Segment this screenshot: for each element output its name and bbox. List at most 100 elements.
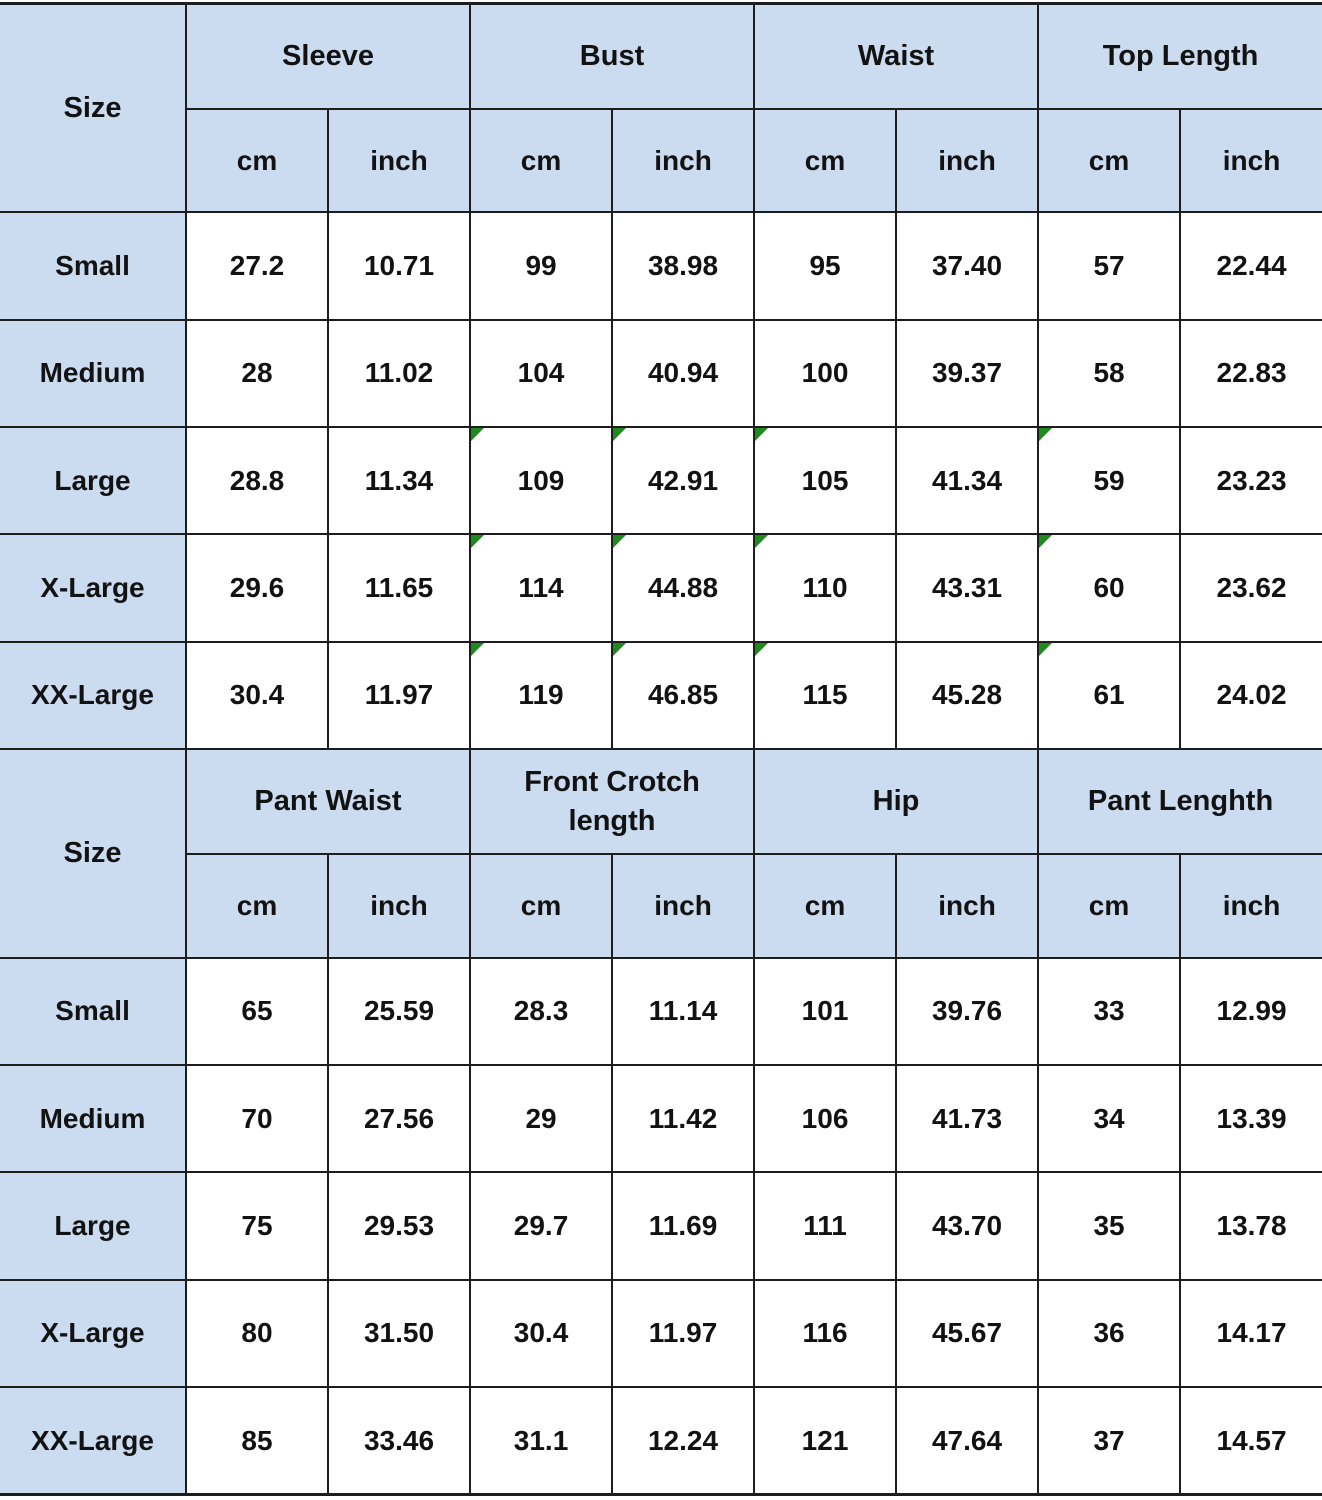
value-cell: 11.65 xyxy=(326,533,472,643)
value-cell: 11.02 xyxy=(326,318,472,428)
group-header-bust: Bust xyxy=(469,2,756,110)
value-cell: 85 xyxy=(185,1386,329,1496)
unit-header: cm xyxy=(1037,107,1182,214)
value-cell: 105 xyxy=(753,425,898,536)
cell-corner-note-icon xyxy=(472,536,485,549)
unit-header: cm xyxy=(753,107,898,214)
value-cell: 41.73 xyxy=(895,1064,1040,1174)
value-cell: 58 xyxy=(1037,318,1182,428)
value-cell: 39.76 xyxy=(895,956,1040,1067)
value-cell: 114 xyxy=(469,533,614,643)
value-cell: 75 xyxy=(185,1171,329,1281)
value-cell: 12.24 xyxy=(611,1386,756,1496)
cell-corner-note-icon xyxy=(614,428,627,441)
value-cell: 121 xyxy=(753,1386,898,1496)
unit-header-row-top: cm inch cm inch cm inch cm inch xyxy=(0,107,1322,214)
value-text: 46.85 xyxy=(647,679,719,711)
value-cell: 110 xyxy=(753,533,898,643)
value-cell: 43.70 xyxy=(895,1171,1040,1281)
value-cell: 25.59 xyxy=(326,956,472,1067)
group-header-pant-length: Pant Lenghth xyxy=(1037,747,1322,856)
row-header-size: X-Large xyxy=(0,1278,187,1389)
value-text: 42.91 xyxy=(647,464,719,496)
value-cell: 29 xyxy=(469,1064,614,1174)
cell-corner-note-icon xyxy=(756,428,769,441)
value-cell: 46.85 xyxy=(611,640,756,750)
value-cell: 24.02 xyxy=(1179,640,1322,750)
value-cell: 30.4 xyxy=(185,640,329,750)
value-cell: 100 xyxy=(753,318,898,428)
unit-header: cm xyxy=(1037,853,1182,959)
value-cell: 41.34 xyxy=(895,425,1040,536)
value-text: 44.88 xyxy=(647,571,719,603)
value-cell: 22.83 xyxy=(1179,318,1322,428)
unit-header: cm xyxy=(185,853,329,959)
value-text: 119 xyxy=(518,679,564,711)
cell-corner-note-icon xyxy=(614,643,627,656)
value-text: 110 xyxy=(802,571,848,603)
table-row: Small 27.2 10.71 99 38.98 95 37.40 57 22… xyxy=(0,211,1322,321)
group-header-pant-waist: Pant Waist xyxy=(184,747,472,856)
value-text: 109 xyxy=(517,464,565,496)
value-cell: 29.53 xyxy=(326,1171,472,1281)
table-row: X-Large 80 31.50 30.4 11.97 116 45.67 36… xyxy=(0,1278,1322,1389)
value-cell: 45.28 xyxy=(895,640,1040,750)
unit-header: inch xyxy=(895,107,1040,214)
value-cell: 30.4 xyxy=(469,1278,614,1389)
value-cell: 119 xyxy=(469,640,614,750)
value-cell: 37 xyxy=(1037,1386,1182,1496)
row-header-size: X-Large xyxy=(0,533,187,643)
corner-header-size: Size xyxy=(0,747,187,959)
value-cell: 11.14 xyxy=(611,956,756,1067)
value-cell: 13.78 xyxy=(1179,1171,1322,1281)
unit-header: inch xyxy=(326,853,472,959)
value-cell: 38.98 xyxy=(611,211,756,321)
value-cell: 34 xyxy=(1037,1064,1182,1174)
value-cell: 36 xyxy=(1037,1278,1182,1389)
unit-header: cm xyxy=(185,107,329,214)
group-header-waist: Waist xyxy=(753,2,1040,110)
table-row: Medium 28 11.02 104 40.94 100 39.37 58 2… xyxy=(0,318,1322,428)
value-cell: 27.56 xyxy=(326,1064,472,1174)
value-cell: 10.71 xyxy=(326,211,472,321)
value-cell: 11.34 xyxy=(326,425,472,536)
value-text: 114 xyxy=(518,571,564,603)
cell-corner-note-icon xyxy=(1040,643,1053,656)
unit-header: inch xyxy=(1179,107,1322,214)
value-cell: 28.3 xyxy=(469,956,614,1067)
value-cell: 43.31 xyxy=(895,533,1040,643)
table-row: Medium 70 27.56 29 11.42 106 41.73 34 13… xyxy=(0,1064,1322,1174)
group-header-text: Front Crotch length xyxy=(524,765,700,837)
value-cell: 104 xyxy=(469,318,614,428)
value-cell: 31.1 xyxy=(469,1386,614,1496)
row-header-size: Large xyxy=(0,1171,187,1281)
table-row: Large 28.8 11.34 109 42.91 105 41.34 59 … xyxy=(0,425,1322,536)
value-cell: 45.67 xyxy=(895,1278,1040,1389)
unit-header: cm xyxy=(753,853,898,959)
value-cell: 111 xyxy=(753,1171,898,1281)
value-cell: 35 xyxy=(1037,1171,1182,1281)
group-header-top-length: Top Length xyxy=(1037,2,1322,110)
row-header-size: XX-Large xyxy=(0,640,187,750)
value-cell: 11.97 xyxy=(326,640,472,750)
row-header-size: XX-Large xyxy=(0,1386,187,1496)
value-cell: 57 xyxy=(1037,211,1182,321)
cell-corner-note-icon xyxy=(614,536,627,549)
value-cell: 28 xyxy=(185,318,329,428)
value-cell: 11.42 xyxy=(611,1064,756,1174)
table-row: XX-Large 85 33.46 31.1 12.24 121 47.64 3… xyxy=(0,1386,1322,1496)
unit-header: inch xyxy=(611,853,756,959)
value-cell: 40.94 xyxy=(611,318,756,428)
value-cell: 14.57 xyxy=(1179,1386,1322,1496)
value-text: 60 xyxy=(1093,571,1125,603)
table-row: Small 65 25.59 28.3 11.14 101 39.76 33 1… xyxy=(0,956,1322,1067)
table-row: XX-Large 30.4 11.97 119 46.85 115 45.28 … xyxy=(0,640,1322,750)
value-text: 61 xyxy=(1093,679,1125,711)
value-text: 59 xyxy=(1093,464,1125,496)
unit-header: inch xyxy=(326,107,472,214)
value-cell: 65 xyxy=(185,956,329,1067)
value-cell: 101 xyxy=(753,956,898,1067)
value-cell: 13.39 xyxy=(1179,1064,1322,1174)
group-header-front-crotch-length: Front Crotch length xyxy=(469,747,756,856)
row-header-size: Medium xyxy=(0,318,187,428)
